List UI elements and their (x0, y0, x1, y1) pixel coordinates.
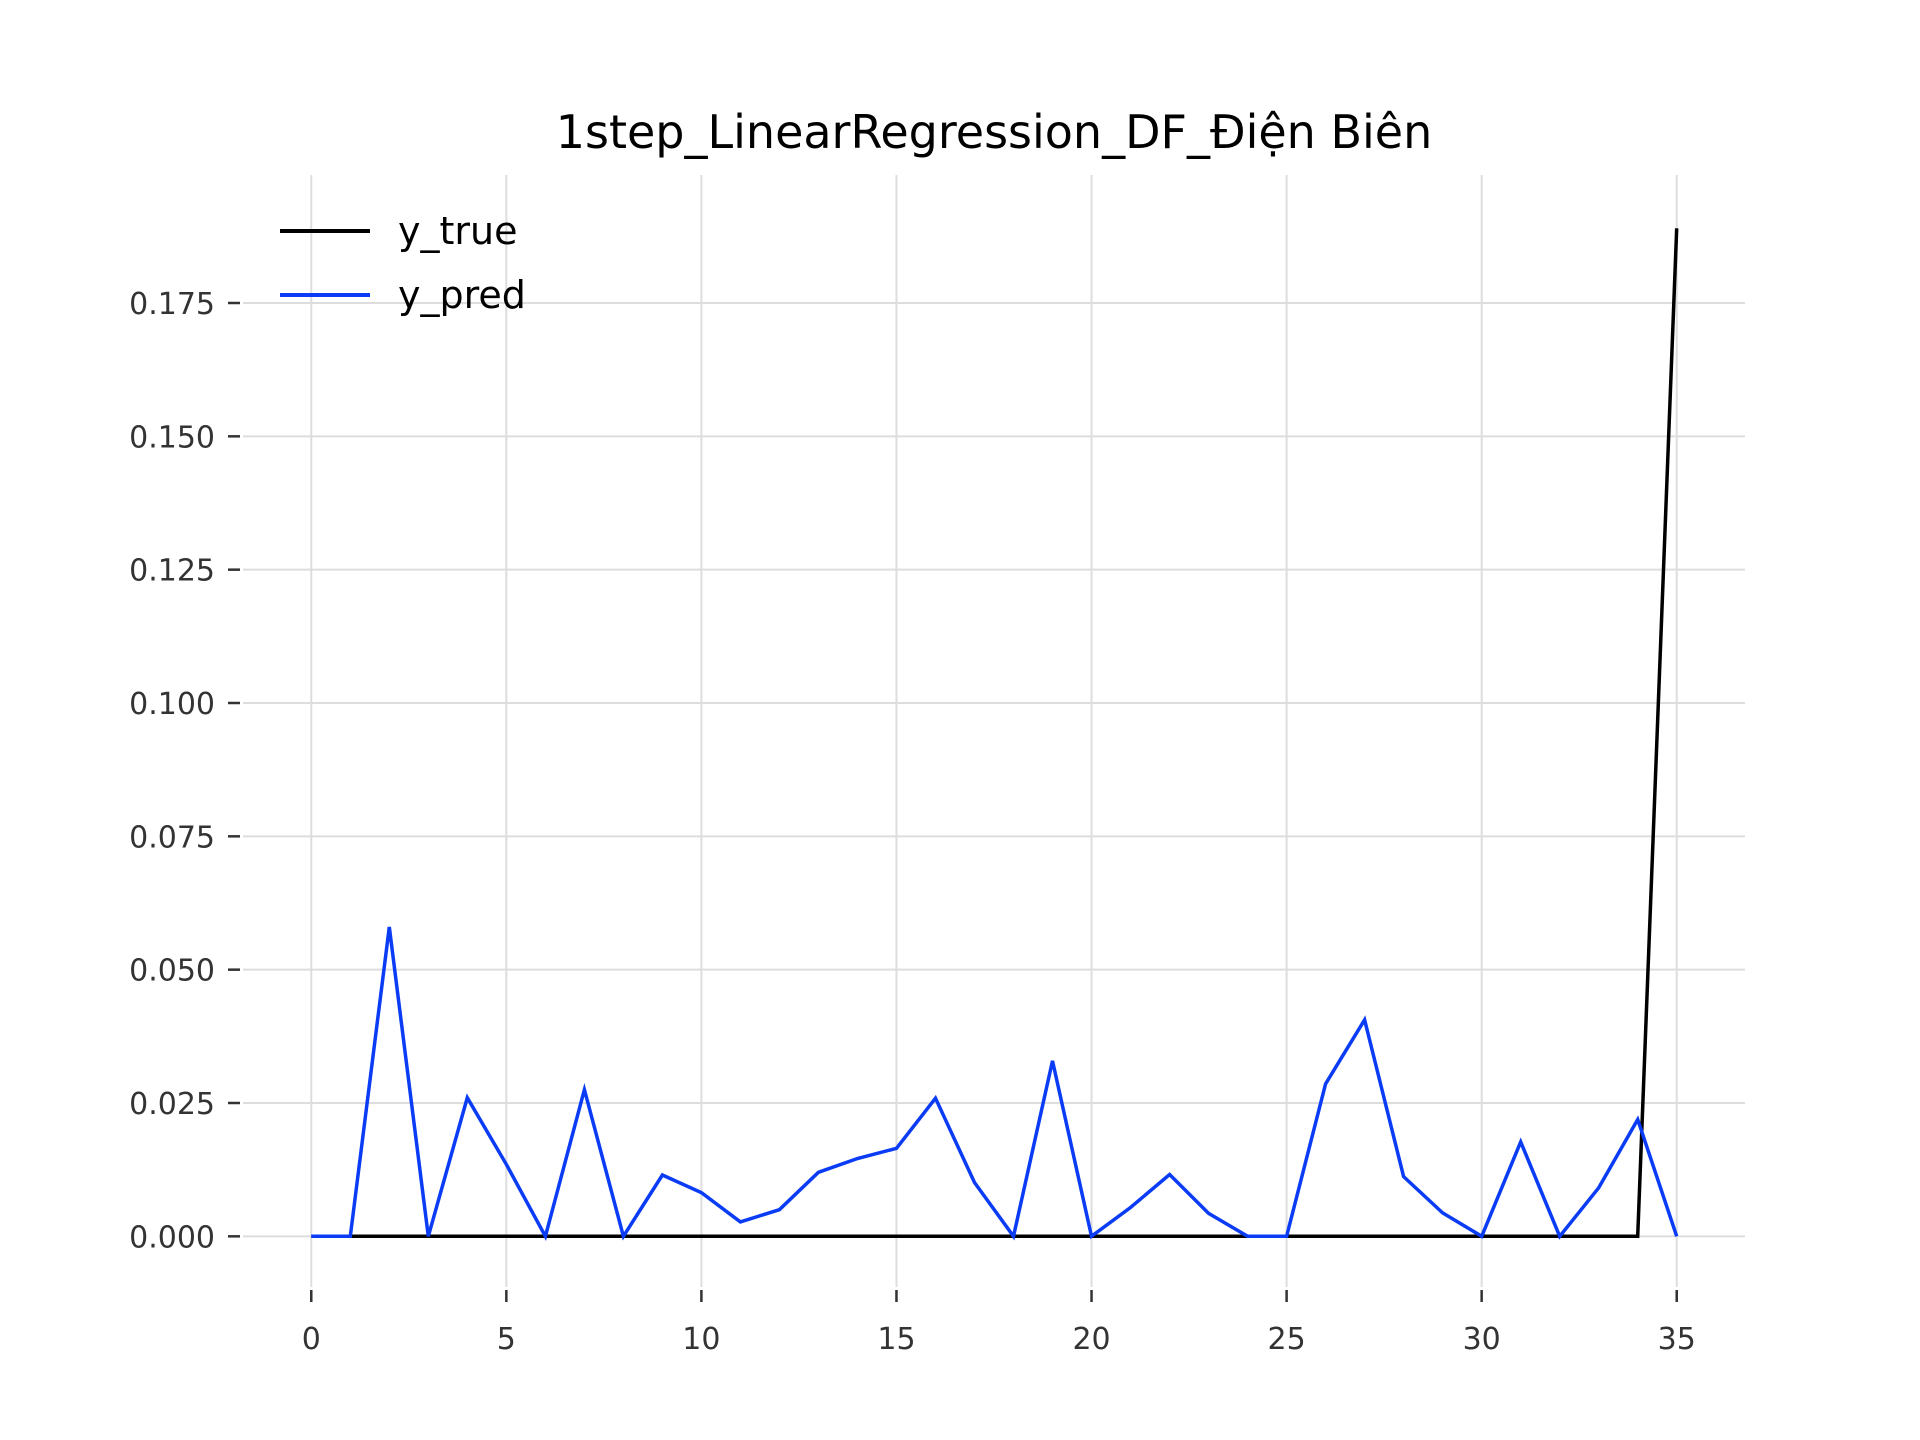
x-tick-label: 20 (1072, 1322, 1110, 1357)
series-line-y-pred (311, 926, 1679, 1241)
legend: y_true y_pred (280, 209, 526, 317)
x-tick-label: 0 (302, 1322, 321, 1357)
y-axis: 0.000 0.025 0.050 0.075 0.100 0.125 0.150 0.175 (129, 287, 240, 1255)
y-tick-label: 0.100 (129, 687, 215, 722)
series-line-y-true (311, 228, 1679, 1239)
x-tick-label: 25 (1268, 1322, 1306, 1357)
x-tick-label: 35 (1658, 1322, 1696, 1357)
y-tick-label: 0.000 (129, 1220, 215, 1255)
chart-title: 1step_LinearRegression_DF_Điện Biên (556, 105, 1433, 159)
y-tick-label: 0.175 (129, 287, 215, 322)
y-tick-label: 0.050 (129, 954, 215, 989)
grid (243, 175, 1745, 1287)
y-tick-label: 0.125 (129, 554, 215, 589)
x-tick-label: 5 (497, 1322, 516, 1357)
legend-label-y-true: y_true (398, 209, 517, 253)
x-axis: 0 5 10 15 20 25 30 35 (302, 1290, 1696, 1357)
y-tick-label: 0.150 (129, 420, 215, 455)
x-tick-label: 30 (1463, 1322, 1501, 1357)
y-tick-label: 0.025 (129, 1087, 215, 1122)
series-lines (311, 228, 1679, 1241)
x-tick-label: 15 (877, 1322, 915, 1357)
legend-label-y-pred: y_pred (398, 273, 526, 317)
x-tick-label: 10 (682, 1322, 720, 1357)
y-tick-label: 0.075 (129, 820, 215, 855)
